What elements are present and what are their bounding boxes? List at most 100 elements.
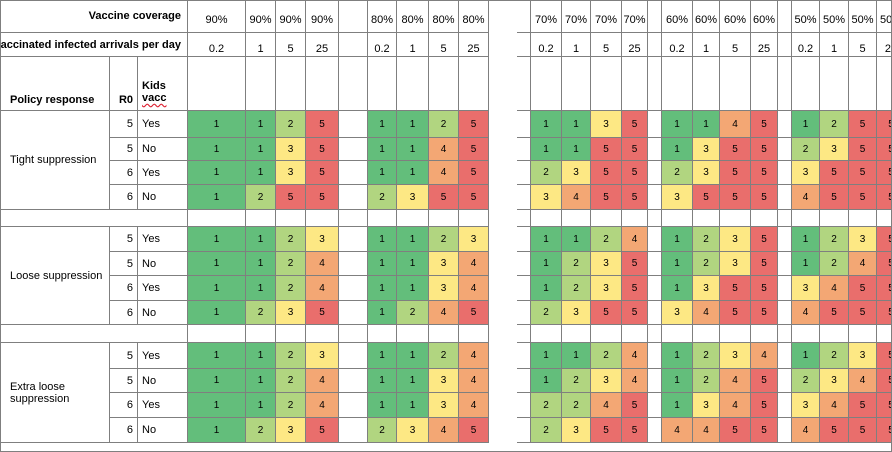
score-cell: 1 [246,252,276,276]
kids-vacc-value: No [138,185,188,210]
score-cell: 1 [531,111,562,138]
separator-cell [339,0,368,33]
r0-value: 6 [110,393,138,418]
spacer-cell [246,210,276,227]
score-cell: 2 [276,369,306,393]
score-cell: 1 [188,161,246,185]
score-cell: 3 [720,252,751,276]
separator-cell [339,185,368,210]
score-cell: 5 [877,301,892,325]
separator-cell [517,276,531,301]
kids-vacc-header: Kids vacc [138,57,188,111]
spacer-row [0,325,188,343]
score-cell: 5 [877,252,892,276]
score-cell: 5 [877,343,892,369]
score-cell: 4 [622,227,648,252]
score-cell: 2 [562,252,591,276]
score-cell: 3 [562,301,591,325]
score-cell: 5 [591,301,622,325]
score-cell: 1 [662,369,693,393]
arrivals-cell: 1 [562,33,591,57]
spacer-cell [591,325,622,343]
separator-cell [778,227,792,252]
score-cell: 4 [693,301,720,325]
score-cell: 1 [188,343,246,369]
score-cell: 1 [188,393,246,418]
score-cell: 5 [849,418,877,443]
r0-value: 6 [110,418,138,443]
r0-value: 5 [110,138,138,161]
arrivals-cell: 0.2 [188,33,246,57]
score-cell: 5 [306,161,339,185]
header-blank-cell [820,57,849,111]
score-cell: 3 [276,161,306,185]
score-cell: 5 [751,418,778,443]
score-cell: 4 [792,418,820,443]
score-cell: 1 [662,252,693,276]
score-cell: 2 [693,369,720,393]
score-cell: 1 [792,227,820,252]
score-cell: 5 [877,227,892,252]
coverage-cell: 90% [306,0,339,33]
coverage-cell: 60% [720,0,751,33]
score-cell: 1 [562,343,591,369]
kids-vacc-value: Yes [138,343,188,369]
separator-cell [778,0,792,33]
score-cell: 5 [849,393,877,418]
score-cell: 4 [459,393,489,418]
kids-vacc-value: Yes [138,111,188,138]
score-cell: 4 [306,369,339,393]
score-cell: 2 [531,393,562,418]
spacer-cell [306,210,339,227]
spacer-cell [720,325,751,343]
score-cell: 3 [397,418,429,443]
score-cell: 5 [622,161,648,185]
separator-cell [339,252,368,276]
score-cell: 3 [429,252,459,276]
score-cell: 1 [531,369,562,393]
score-cell: 5 [751,393,778,418]
separator-cell [517,393,531,418]
score-cell: 1 [693,111,720,138]
r0-value: 5 [110,343,138,369]
score-cell: 2 [591,227,622,252]
separator-cell [339,276,368,301]
score-cell: 3 [693,276,720,301]
score-cell: 1 [397,227,429,252]
spacer-cell [188,210,246,227]
score-cell: 5 [591,161,622,185]
spacer-cell [246,325,276,343]
score-cell: 2 [820,343,849,369]
coverage-cell: 80% [459,0,489,33]
score-cell: 3 [531,185,562,210]
arrivals-cell: 25 [751,33,778,57]
score-cell: 3 [693,393,720,418]
score-cell: 4 [429,301,459,325]
kids-vacc-value: No [138,301,188,325]
spacer-cell [276,210,306,227]
score-cell: 5 [849,276,877,301]
score-cell: 3 [591,276,622,301]
spacer-cell [720,210,751,227]
score-cell: 5 [720,138,751,161]
separator-cell [517,301,531,325]
separator-cell [778,301,792,325]
arrivals-cell: 5 [429,33,459,57]
separator-cell [778,138,792,161]
spacer-cell [662,325,693,343]
spacer-cell [877,210,892,227]
score-cell: 3 [562,418,591,443]
score-cell: 4 [820,276,849,301]
header-blank-cell [368,57,397,111]
score-cell: 5 [459,161,489,185]
score-cell: 1 [246,161,276,185]
score-cell: 5 [622,418,648,443]
score-cell: 4 [622,343,648,369]
separator-cell [648,111,662,138]
spacer-cell [849,325,877,343]
spacer-cell [188,325,246,343]
separator-cell [648,185,662,210]
separator-cell [778,343,792,369]
separator-cell [778,111,792,138]
score-cell: 4 [792,185,820,210]
